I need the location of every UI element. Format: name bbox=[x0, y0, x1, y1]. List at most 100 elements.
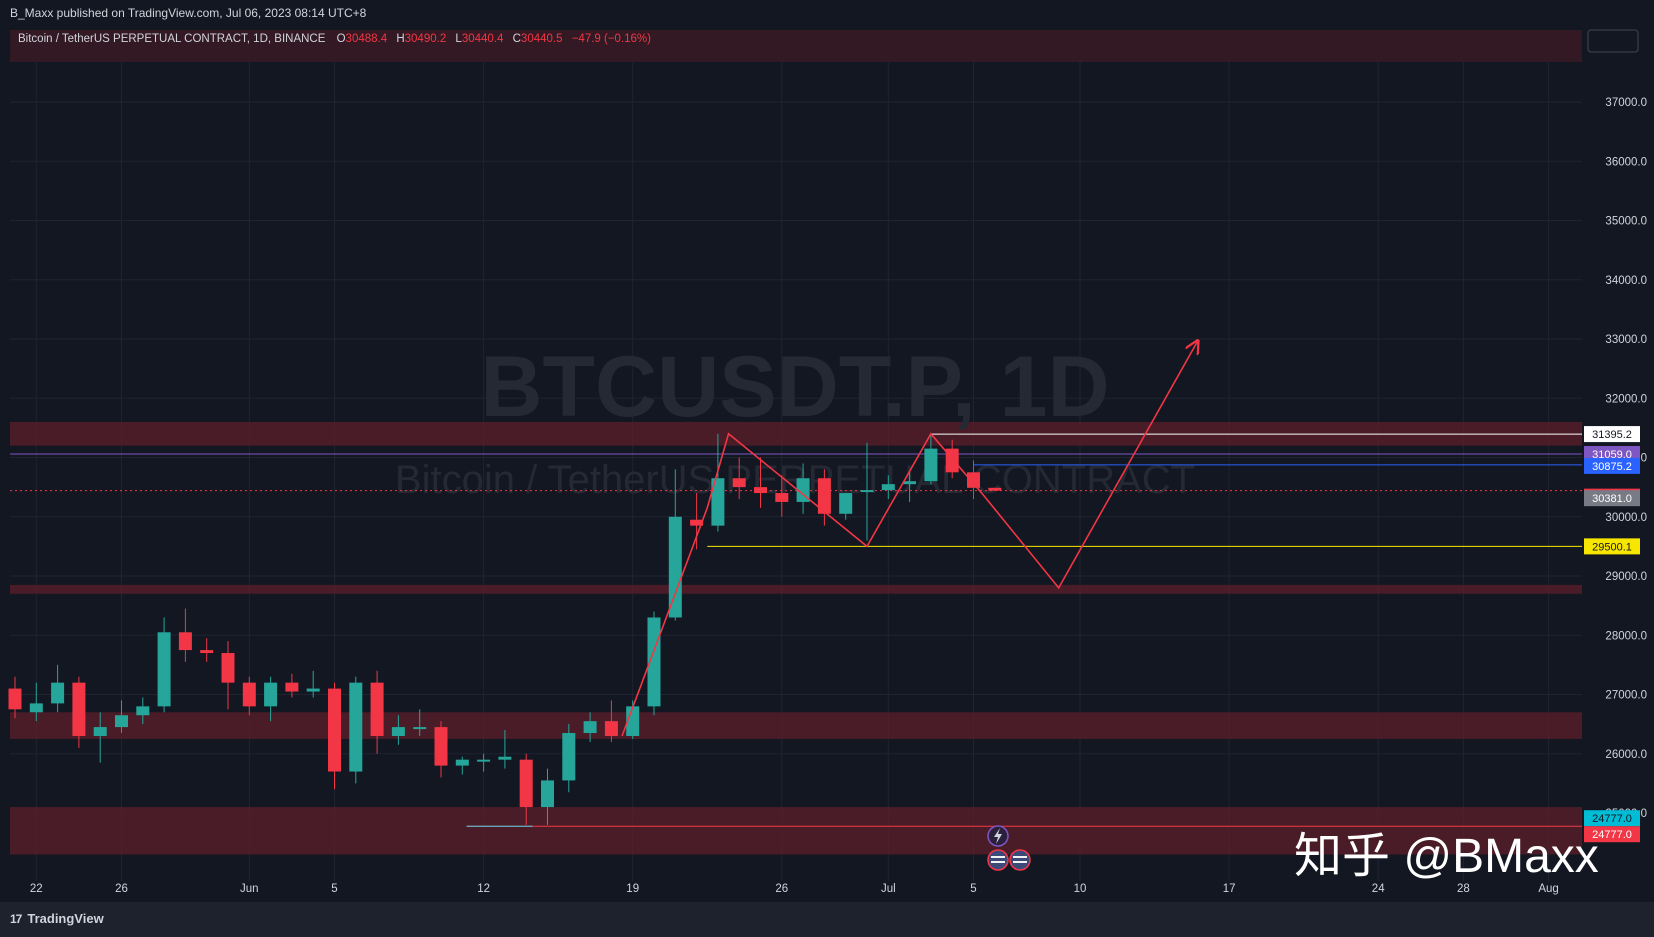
candle-body bbox=[583, 721, 597, 734]
us-flag-icon[interactable] bbox=[1009, 849, 1031, 871]
tradingview-logo-icon: 17 bbox=[10, 911, 22, 926]
price-tag: 30875.2 bbox=[1584, 457, 1640, 474]
candle bbox=[817, 469, 831, 526]
candle bbox=[51, 664, 65, 713]
candle bbox=[583, 712, 597, 742]
candle-body bbox=[796, 478, 810, 502]
candle bbox=[519, 753, 533, 825]
time-tick-label: 5 bbox=[331, 883, 337, 895]
candle-body bbox=[626, 706, 640, 736]
candle-body bbox=[668, 516, 682, 618]
price-tick-label: 26000.0 bbox=[1605, 749, 1647, 761]
candle bbox=[498, 730, 512, 769]
candle-body bbox=[881, 484, 895, 491]
tradingview-brand: TradingView bbox=[27, 911, 104, 926]
events-icons[interactable] bbox=[987, 825, 1031, 871]
candle bbox=[178, 608, 192, 662]
horizontal-levels bbox=[10, 433, 1582, 827]
candle bbox=[903, 472, 917, 502]
price-tag: 24777.0 bbox=[1584, 810, 1640, 827]
candle-body bbox=[903, 481, 917, 485]
candle-body bbox=[924, 448, 938, 482]
legend-symbol[interactable]: Bitcoin / TetherUS PERPETUAL CONTRACT, 1… bbox=[18, 33, 326, 45]
candle-body bbox=[455, 759, 469, 766]
price-tick-label: 30000.0 bbox=[1605, 512, 1647, 524]
projection-path bbox=[621, 342, 1197, 737]
candle-body bbox=[413, 727, 427, 730]
candle bbox=[8, 676, 22, 719]
price-tag-bg bbox=[1584, 490, 1640, 507]
author-watermark: 知乎 @BMaxx bbox=[1294, 830, 1599, 883]
candle bbox=[711, 433, 725, 532]
time-tick-label: 26 bbox=[775, 883, 788, 895]
svg-text:Bitcoin / TetherUS PERPETUAL C: Bitcoin / TetherUS PERPETUAL CONTRACT, 1… bbox=[18, 33, 651, 45]
price-chart[interactable]: BTCUSDT.P, 1D Bitcoin / TetherUS PERPETU… bbox=[0, 26, 1654, 902]
us-flag-icon[interactable] bbox=[987, 849, 1009, 871]
candle-body bbox=[541, 780, 554, 808]
zone-band bbox=[10, 421, 1582, 446]
candle bbox=[306, 670, 320, 698]
candle bbox=[967, 460, 980, 499]
candle-body bbox=[519, 759, 533, 808]
price-tag-bg bbox=[1584, 457, 1640, 474]
price-tick-label: 36000.0 bbox=[1605, 156, 1647, 168]
candle bbox=[157, 617, 171, 713]
price-tick-label: 35000.0 bbox=[1605, 216, 1647, 228]
candle bbox=[200, 638, 214, 662]
candle bbox=[328, 682, 341, 790]
legend-bar bbox=[10, 30, 1582, 62]
candle bbox=[924, 434, 938, 485]
price-tag-label: 24777.0 bbox=[1592, 813, 1632, 825]
chart-container[interactable]: BTCUSDT.P, 1D Bitcoin / TetherUS PERPETU… bbox=[0, 26, 1654, 902]
price-tick-label: 34000.0 bbox=[1605, 275, 1647, 287]
legend-o-value: 30488.4 bbox=[346, 33, 388, 45]
candle-body bbox=[221, 653, 235, 683]
price-tick-label: 32000.0 bbox=[1605, 393, 1647, 405]
projection-polyline bbox=[621, 342, 1197, 737]
candle bbox=[391, 715, 405, 745]
candle-body bbox=[51, 682, 65, 704]
price-tick-label: 37000.0 bbox=[1605, 97, 1647, 109]
candle-body bbox=[178, 632, 192, 651]
candle bbox=[136, 697, 150, 725]
candle-body bbox=[562, 733, 576, 781]
candle bbox=[477, 753, 491, 772]
candle-body bbox=[988, 487, 1002, 491]
settings-button[interactable] bbox=[1587, 29, 1639, 53]
price-tag-bg bbox=[1584, 826, 1640, 843]
candle-body bbox=[775, 493, 789, 502]
candle bbox=[604, 700, 618, 742]
candle bbox=[881, 475, 895, 499]
zone-band bbox=[10, 584, 1582, 594]
candle bbox=[93, 712, 107, 763]
candle bbox=[860, 442, 874, 541]
price-tag: 30381.0 bbox=[1584, 490, 1640, 507]
candle bbox=[349, 676, 363, 784]
candle-body bbox=[498, 756, 512, 760]
candle-body bbox=[754, 487, 767, 494]
time-tick-label: 5 bbox=[970, 883, 976, 895]
time-tick-label: Jun bbox=[240, 883, 259, 895]
time-tick-label: Aug bbox=[1538, 883, 1558, 895]
price-tick-label: 29000.0 bbox=[1605, 571, 1647, 583]
price-tags: 31395.231059.030875.230440.530381.029500… bbox=[1584, 426, 1640, 843]
time-tick-label: 24 bbox=[1372, 883, 1385, 895]
price-tag-bg bbox=[1584, 426, 1640, 443]
candlesticks bbox=[8, 433, 1002, 825]
candle bbox=[242, 676, 256, 716]
price-tag: 24777.0 bbox=[1584, 826, 1640, 843]
candle-body bbox=[93, 727, 107, 736]
candle-body bbox=[200, 650, 214, 654]
time-axis-labels: 22 26 Jun 5 12 19 26 Jul 5 10 17 24 28 Aug bbox=[30, 883, 1559, 895]
candle-body bbox=[604, 721, 618, 736]
price-tag: 29500.1 bbox=[1584, 538, 1640, 555]
price-tag-bg bbox=[1584, 810, 1640, 827]
candle-body bbox=[732, 478, 746, 488]
time-tick-label: 26 bbox=[115, 883, 128, 895]
price-tick-label: 33000.0 bbox=[1605, 334, 1647, 346]
candle-body bbox=[242, 682, 256, 707]
candle-body bbox=[370, 682, 384, 736]
candle-body bbox=[306, 688, 320, 692]
tradingview-logo[interactable]: 17 TradingView bbox=[10, 911, 104, 926]
candle-body bbox=[967, 472, 980, 488]
